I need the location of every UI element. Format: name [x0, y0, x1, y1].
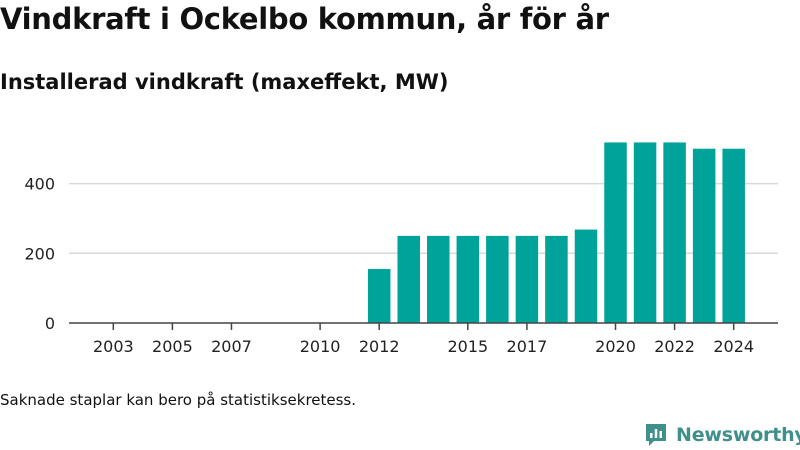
bar [722, 148, 745, 323]
bar [692, 148, 716, 323]
y-tick-label: 400 [24, 175, 55, 194]
bar [545, 235, 568, 323]
bar-chart: 0 200 400 2003 2005 2007 2010 2012 2015 2017 2020 2… [24, 142, 778, 356]
x-tick-label: 2024 [713, 337, 754, 356]
bar [663, 142, 686, 323]
bar [367, 268, 391, 323]
newsworthy-logo-icon [646, 424, 666, 446]
bar [604, 142, 627, 323]
x-tick-label: 2010 [300, 337, 341, 356]
bar [456, 235, 480, 323]
axes: 0 200 400 2003 2005 2007 2010 2012 2015 2017 2020 2… [24, 175, 778, 356]
x-tick-label: 2003 [93, 337, 134, 356]
chart-subtitle: Installerad vindkraft (maxeffekt, MW) [0, 70, 449, 94]
x-tick-label: 2015 [447, 337, 488, 356]
x-tick-label: 2022 [654, 337, 695, 356]
bar [427, 235, 450, 323]
bar [633, 142, 657, 323]
x-tick-label: 2007 [211, 337, 252, 356]
newsworthy-logo[interactable]: Newsworthy [644, 420, 800, 450]
y-tick-label: 200 [24, 244, 55, 263]
x-tick-label: 2012 [359, 337, 400, 356]
brand-name: Newsworthy [676, 424, 800, 446]
bar [574, 229, 598, 323]
bar [397, 235, 420, 323]
bars [367, 142, 745, 323]
y-tick-label: 0 [45, 314, 55, 333]
x-tick-label: 2017 [507, 337, 548, 356]
bar [515, 235, 539, 323]
footnote: Saknade staplar kan bero på statistiksek… [0, 391, 357, 409]
gridlines [69, 182, 778, 255]
x-tick-label: 2020 [595, 337, 636, 356]
bar [486, 235, 509, 323]
x-tick-label: 2005 [152, 337, 193, 356]
chart-title: Vindkraft i Ockelbo kommun, år för år [0, 2, 609, 36]
